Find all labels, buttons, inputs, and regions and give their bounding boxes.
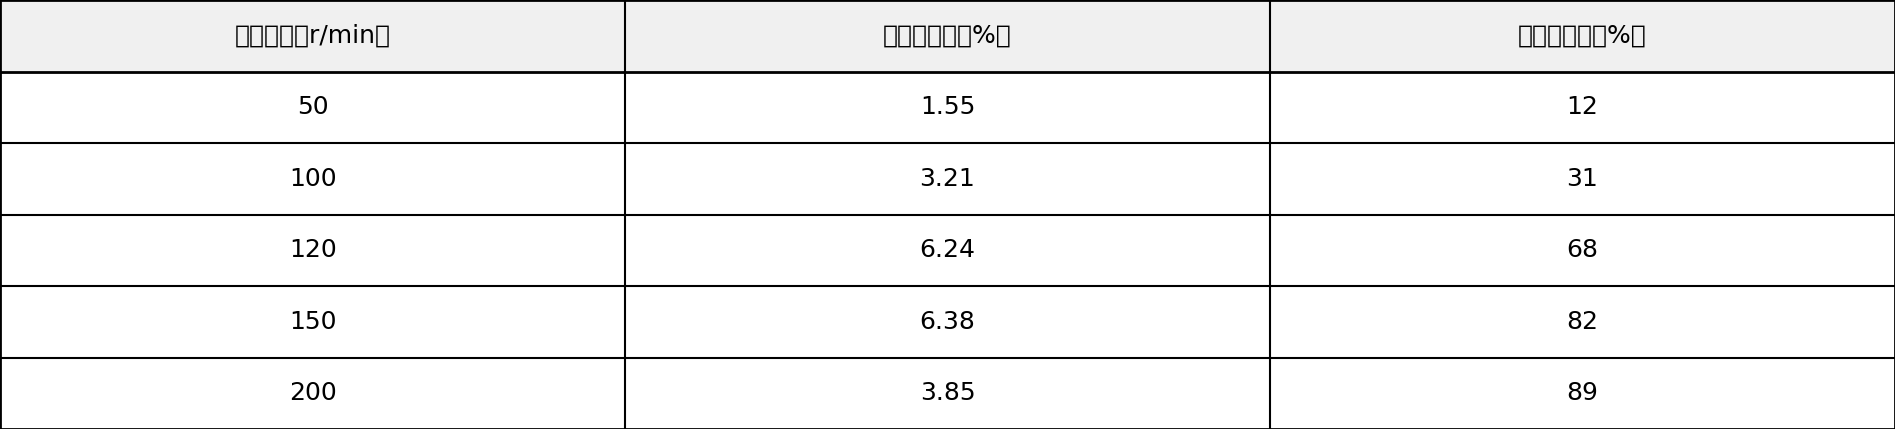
Text: 100: 100 xyxy=(288,167,337,191)
Bar xyxy=(625,0,1270,72)
Text: 120: 120 xyxy=(288,238,337,262)
Text: 68: 68 xyxy=(1567,238,1597,262)
Text: 6.24: 6.24 xyxy=(919,238,976,262)
Text: 1.55: 1.55 xyxy=(919,95,976,119)
Text: 50: 50 xyxy=(298,95,328,119)
Text: 6.38: 6.38 xyxy=(919,310,976,334)
Bar xyxy=(0,0,625,72)
Text: 3.21: 3.21 xyxy=(919,167,976,191)
Text: 天麻素含量（%）: 天麻素含量（%） xyxy=(883,24,1012,48)
Text: 89: 89 xyxy=(1567,381,1597,405)
Text: 31: 31 xyxy=(1567,167,1597,191)
Text: 200: 200 xyxy=(288,381,337,405)
Text: 150: 150 xyxy=(288,310,337,334)
Text: 12: 12 xyxy=(1567,95,1597,119)
Text: 底物转化率（%）: 底物转化率（%） xyxy=(1518,24,1647,48)
Text: 82: 82 xyxy=(1567,310,1597,334)
Bar xyxy=(1270,0,1895,72)
Text: 3.85: 3.85 xyxy=(919,381,976,405)
Text: 摇床转速（r/min）: 摇床转速（r/min） xyxy=(235,24,390,48)
